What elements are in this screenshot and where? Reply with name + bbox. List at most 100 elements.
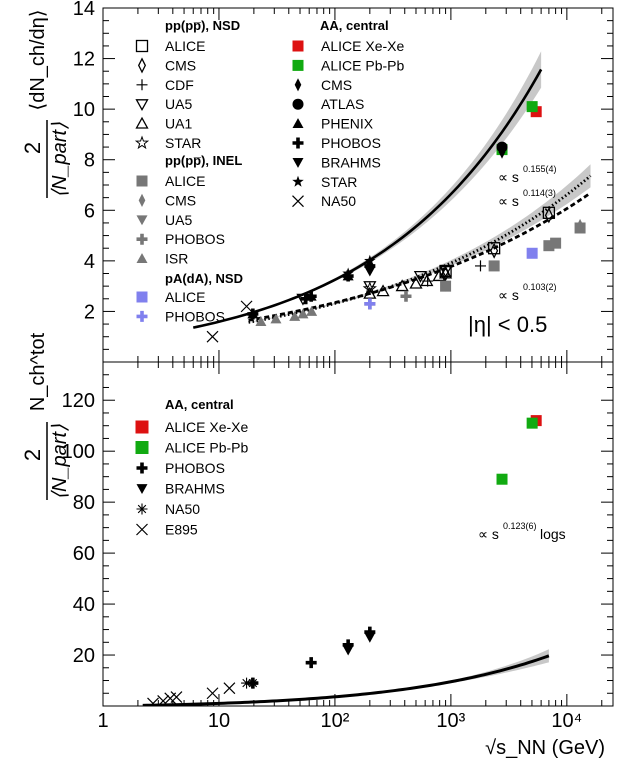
- bottom-fit-label-exponent: 0.123(6): [503, 521, 537, 531]
- legend-label-aa_central: PHENIX: [321, 116, 374, 132]
- top-point-pa_nsd-alice: [526, 247, 538, 259]
- top-point-pp_nsd-ua1: [420, 274, 434, 287]
- legend-marker-pp_inel-cms: [138, 193, 146, 207]
- bottom-y-tick-label: 20: [73, 645, 95, 667]
- bottom-point-alice-pb-pb: [496, 473, 508, 485]
- legend-label-pp_nsd: CMS: [165, 57, 196, 73]
- bottom-legend-title: AA, central: [165, 397, 234, 412]
- top-point-pp_nsd-ua1: [409, 276, 423, 289]
- legend-label-pp_nsd: ALICE: [165, 38, 205, 54]
- top-point-pp_nsd-cms: [544, 207, 553, 224]
- legend-marker-pa_nsd-phobos: [136, 310, 148, 322]
- fit-label-1-text: ∝ s: [498, 193, 519, 209]
- top-y-axis-label: 2 ⟨N_part⟩ ⟨dN_ch/dη⟩: [20, 9, 71, 198]
- top-point-aa_central-na50: [206, 330, 219, 343]
- top-y-tick-label: 10: [73, 99, 95, 121]
- legend-label-aa_central: ALICE Pb-Pb: [321, 57, 404, 73]
- bottom-legend-label: ALICE Xe-Xe: [165, 419, 248, 435]
- fit-label-1-exponent: 0.114(3): [523, 188, 556, 198]
- legend-label-pp_inel: ISR: [165, 251, 188, 267]
- x-tick-label: 10: [208, 710, 230, 732]
- legend-label-pa_nsd: PHOBOS: [165, 308, 225, 324]
- bottom-ylabel-quantity: N_ch^tot: [27, 332, 49, 411]
- top-point-pp_inel-alice: [550, 237, 562, 249]
- top-y-tick-label: 8: [84, 150, 95, 172]
- fit-label-2: ∝ s 0.103(2): [498, 282, 557, 303]
- legend-title-pp-inel: pp(pp̅), INEL: [165, 153, 242, 168]
- bottom-fit-label-text: ∝ s: [478, 526, 499, 542]
- bottom-y-tick-label: 60: [73, 543, 95, 565]
- fit-label-0-exponent: 0.155(4): [523, 164, 557, 174]
- top-point-pp_inel-isr: [255, 316, 267, 326]
- legend-label-aa_central: NA50: [321, 193, 356, 209]
- top-point-aa_central-star: [342, 267, 354, 279]
- legend-label-aa_central: PHOBOS: [321, 135, 381, 151]
- legend-title-aa-central: AA, central: [320, 18, 389, 33]
- legend-marker-aa_central-phobos: [292, 137, 304, 149]
- top-point-pp_nsd-ua1: [395, 279, 409, 292]
- bottom-fit-curve: [142, 654, 550, 706]
- legend-marker-pp_inel-ua5: [136, 215, 148, 226]
- bottom-point-phobos: [305, 657, 317, 669]
- top-point-aa_central-alice-pb-pb: [526, 101, 538, 113]
- bottom-y-tick-label: 40: [73, 594, 95, 616]
- legend-label-pa_nsd: ALICE: [165, 289, 205, 305]
- legend-marker-pp_nsd-cdf: [136, 79, 148, 91]
- bottom-y-tick-label: 120: [62, 390, 95, 412]
- x-axis-label: √s_NN (GeV): [485, 737, 605, 759]
- bottom-point-e895: [223, 682, 236, 695]
- bottom-legend-marker-alice-xe-xe: [135, 420, 149, 434]
- bottom-legend-label: BRAHMS: [165, 481, 225, 497]
- bottom-ylabel-denominator: ⟨N_part⟩: [49, 424, 71, 500]
- x-tick-label: 1: [97, 710, 108, 732]
- bottom-legend-label: E895: [165, 522, 198, 538]
- legend-label-aa_central: CMS: [321, 77, 352, 93]
- legend-marker-pp_inel-alice: [136, 175, 148, 187]
- bottom-panel: 20 40 60 80 100 120 ALICE Xe-Xe ALICE Pb-Pb PHOB…: [62, 361, 614, 707]
- top-point-pp_inel-isr: [297, 308, 309, 319]
- bottom-point-na50: [247, 677, 259, 689]
- top-y-tick-label: 6: [84, 200, 95, 222]
- top-point-pp_nsd-ua1: [438, 266, 453, 279]
- bottom-fit-band: [253, 649, 549, 703]
- legend-marker-aa_central-na50: [292, 195, 304, 208]
- x-tick-label: 10³: [436, 710, 465, 732]
- top-point-aa_central-na50: [240, 300, 253, 313]
- legend-marker-pa_nsd-alice: [136, 291, 148, 303]
- legend-marker-pp_nsd-ua1: [135, 116, 149, 129]
- legend-marker-aa_central-star: [292, 175, 304, 187]
- bottom-frame: [102, 361, 614, 707]
- legend-marker-aa_central-brahms: [292, 158, 304, 168]
- legend-label-pp_inel: UA5: [165, 212, 192, 228]
- top-y-tick-label: 4: [84, 251, 95, 273]
- bottom-plot-area: [142, 415, 550, 706]
- bottom-point-na50: [241, 677, 253, 689]
- fit-label-2-exponent: 0.103(2): [523, 282, 557, 292]
- top-panel: 2 4 6 8 10 12 14 ALICE CMS CDF UA5 UA1 STAR ALICE CMS U…: [73, 0, 614, 363]
- x-tick-label: 10²: [320, 710, 349, 732]
- legend-marker-pp_nsd-cms: [137, 57, 147, 74]
- bottom-point-e895: [147, 697, 159, 706]
- legend-title-pa-nsd: pA(dA), NSD: [165, 271, 243, 286]
- bottom-legend-marker-na50: [136, 503, 148, 515]
- bottom-legend-label: PHOBOS: [165, 460, 225, 476]
- legend-marker-aa_central-alice-xe-xe: [292, 40, 304, 52]
- legend-label-pp_nsd: STAR: [165, 135, 201, 151]
- bottom-point-brahms: [342, 645, 354, 656]
- top-point-pp_inel-cms: [576, 218, 584, 233]
- legend-marker-pp_nsd-ua5: [135, 99, 149, 112]
- legend-label-aa_central: STAR: [321, 174, 357, 190]
- top-point-pp_inel-isr: [306, 305, 318, 316]
- top-point-aa_central-phobos: [247, 308, 259, 320]
- bottom-y-tick-label: 100: [62, 441, 95, 463]
- top-fit-curve-2: [248, 191, 592, 322]
- bottom-point-e895: [206, 687, 219, 700]
- top-point-pa_nsd-phobos: [364, 298, 376, 310]
- fit-label-0: ∝ s 0.155(4): [498, 164, 557, 185]
- legend-label-pp_nsd: UA1: [165, 116, 192, 132]
- legend-marker-pp_nsd-star: [134, 135, 150, 150]
- top-point-pp_nsd-ua5: [413, 270, 428, 283]
- legend-marker-aa_central-alice-pb-pb: [292, 59, 304, 71]
- legend-label-aa_central: ALICE Xe-Xe: [321, 38, 404, 54]
